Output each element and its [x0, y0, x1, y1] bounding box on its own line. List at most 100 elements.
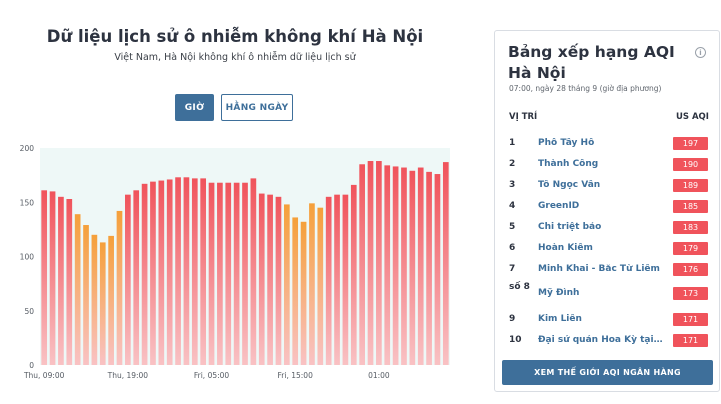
- chart-bar[interactable]: [417, 167, 424, 365]
- chart-bar[interactable]: [49, 191, 56, 365]
- chart-bar[interactable]: [233, 182, 240, 365]
- ranking-position: 3: [509, 180, 516, 190]
- ranking-row[interactable]: 10 Đại sứ quán Hoa Kỳ tại Hà Nội 171: [495, 331, 721, 351]
- chart-bar[interactable]: [58, 196, 64, 365]
- aqi-history-chart[interactable]: 0 50 100 150 200 Thu, 09:00 Thu, 19:00 Fri, 05…: [0, 138, 470, 388]
- chart-bar[interactable]: [325, 196, 332, 365]
- chart-bar[interactable]: [91, 234, 98, 365]
- aqi-badge: 176: [673, 263, 708, 276]
- ranking-row[interactable]: 4 GreenID 185: [495, 197, 721, 217]
- chart-bar[interactable]: [283, 204, 290, 365]
- aqi-badge: 171: [673, 313, 708, 326]
- chart-bar[interactable]: [317, 207, 324, 365]
- chart-bar[interactable]: [74, 214, 81, 365]
- chart-bar[interactable]: [125, 194, 131, 365]
- aqi-badge: 185: [673, 200, 708, 213]
- station-link[interactable]: GreenID: [538, 201, 580, 211]
- aqi-badge: 179: [673, 242, 708, 255]
- station-link[interactable]: Chi triệt bảo: [538, 222, 602, 232]
- ranking-position: 2: [509, 159, 516, 169]
- chart-bar[interactable]: [200, 178, 207, 365]
- chart-bar[interactable]: [166, 179, 173, 365]
- chart-bar[interactable]: [442, 162, 449, 365]
- ranking-position: 7: [509, 264, 516, 274]
- y-tick-label: 150: [20, 198, 35, 207]
- ranking-row[interactable]: 1 Phố Tây Hồ 197: [495, 134, 721, 154]
- ranking-position: 5: [509, 222, 516, 232]
- hourly-button[interactable]: GIỜ: [175, 94, 214, 121]
- chart-bar[interactable]: [392, 166, 399, 365]
- ranking-timestamp: 07:00, ngày 28 tháng 9 (giờ địa phương): [509, 84, 662, 93]
- x-tick-label: Fri, 15:00: [278, 371, 314, 380]
- station-link[interactable]: Hoàn Kiếm: [538, 243, 593, 253]
- ranking-title: Bảng xếp hạng AQI Hà Nội: [508, 43, 675, 82]
- chart-bar[interactable]: [309, 203, 315, 365]
- chart-bar[interactable]: [334, 194, 340, 365]
- chart-bar[interactable]: [426, 171, 432, 365]
- chart-bar[interactable]: [367, 161, 374, 365]
- chart-bar[interactable]: [99, 242, 106, 365]
- ranking-position: 9: [509, 314, 516, 324]
- ranking-row[interactable]: 2 Thành Công 190: [495, 155, 721, 175]
- ranking-position: số 8: [509, 282, 530, 292]
- station-link[interactable]: Đại sứ quán Hoa Kỳ tại Hà Nội: [538, 335, 664, 345]
- chart-bar[interactable]: [217, 182, 223, 365]
- ranking-row[interactable]: 3 Tô Ngọc Vân 189: [495, 176, 721, 196]
- chart-bar[interactable]: [175, 177, 181, 365]
- chart-bar[interactable]: [116, 210, 123, 365]
- ranking-row[interactable]: 7 Minh Khai - Bắc Từ Liêm 176: [495, 260, 721, 280]
- chart-bar[interactable]: [384, 165, 391, 365]
- chart-bar[interactable]: [350, 184, 357, 365]
- chart-bar[interactable]: [275, 196, 282, 365]
- chart-bar[interactable]: [434, 174, 441, 365]
- daily-button[interactable]: HẰNG NGÀY: [221, 94, 293, 121]
- view-world-aqi-ranking-button[interactable]: XEM THẾ GIỚI AQI NGÂN HÀNG: [502, 360, 713, 385]
- chart-bar[interactable]: [83, 225, 89, 365]
- aqi-badge: 171: [673, 334, 708, 347]
- chart-bar[interactable]: [191, 178, 198, 365]
- ranking-row[interactable]: số 8 Mỹ Đình 173: [495, 282, 721, 304]
- station-link[interactable]: Tô Ngọc Vân: [538, 180, 601, 190]
- chart-bar[interactable]: [300, 221, 307, 365]
- y-tick-label: 100: [20, 253, 35, 262]
- info-icon[interactable]: i: [695, 47, 706, 58]
- chart-bar[interactable]: [242, 182, 248, 365]
- chart-bar[interactable]: [150, 181, 156, 365]
- chart-bar[interactable]: [108, 235, 114, 365]
- chart-bar[interactable]: [208, 182, 215, 365]
- aqi-badge: 197: [673, 137, 708, 150]
- chart-bar[interactable]: [141, 183, 148, 365]
- history-section: Dữ liệu lịch sử ô nhiễm không khí Hà Nội…: [0, 27, 470, 388]
- column-header-aqi: US AQI: [676, 112, 709, 122]
- x-tick-label: Thu, 19:00: [107, 371, 149, 380]
- chart-bar[interactable]: [292, 217, 299, 365]
- aqi-ranking-panel: Bảng xếp hạng AQI Hà Nội i 07:00, ngày 2…: [494, 30, 720, 392]
- station-link[interactable]: Kim Liên: [538, 314, 582, 324]
- aqi-badge: 173: [673, 287, 708, 300]
- chart-bar[interactable]: [258, 193, 265, 365]
- column-header-position: VỊ TRÍ: [509, 112, 538, 122]
- chart-bar[interactable]: [158, 180, 165, 365]
- station-link[interactable]: Thành Công: [538, 159, 599, 169]
- chart-bar[interactable]: [133, 190, 140, 365]
- chart-bar[interactable]: [183, 177, 190, 365]
- chart-bar[interactable]: [250, 178, 257, 365]
- chart-bar[interactable]: [342, 194, 349, 365]
- station-link[interactable]: Mỹ Đình: [538, 288, 580, 298]
- ranking-row[interactable]: 5 Chi triệt bảo 183: [495, 218, 721, 238]
- chart-bar[interactable]: [267, 194, 273, 365]
- x-tick-label: 01:00: [368, 371, 390, 380]
- ranking-row[interactable]: 9 Kim Liên 171: [495, 310, 721, 330]
- chart-bar[interactable]: [225, 182, 232, 365]
- station-link[interactable]: Minh Khai - Bắc Từ Liêm: [538, 264, 660, 274]
- ranking-position: 4: [509, 201, 516, 211]
- chart-bar[interactable]: [376, 161, 382, 365]
- chart-bar[interactable]: [41, 190, 48, 365]
- station-link[interactable]: Phố Tây Hồ: [538, 138, 595, 148]
- ranking-position: 6: [509, 243, 516, 253]
- chart-bar[interactable]: [401, 167, 407, 365]
- ranking-row[interactable]: 6 Hoàn Kiếm 179: [495, 239, 721, 259]
- chart-bar[interactable]: [66, 199, 73, 365]
- chart-bar[interactable]: [359, 164, 365, 365]
- chart-bar[interactable]: [409, 170, 416, 365]
